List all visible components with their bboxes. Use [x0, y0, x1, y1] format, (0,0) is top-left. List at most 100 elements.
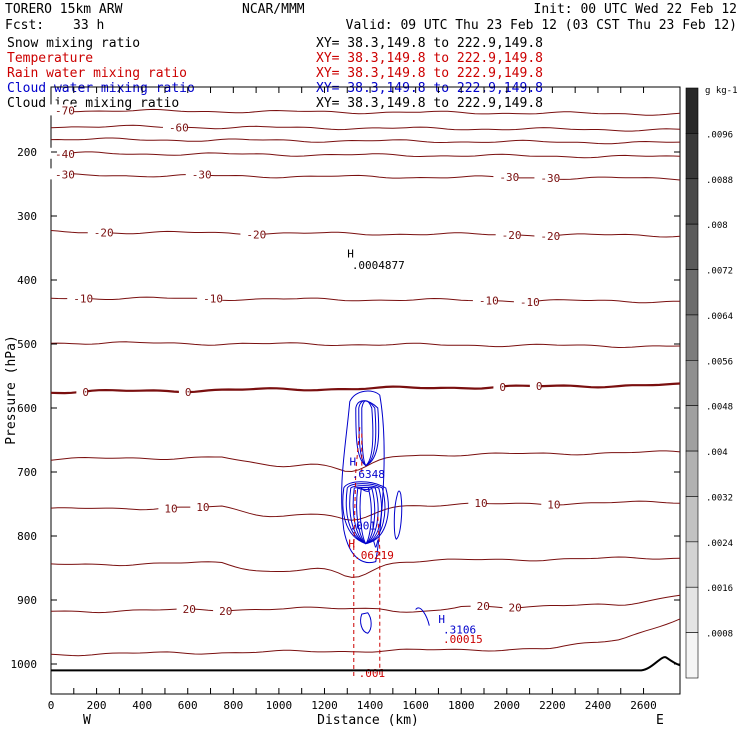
field-section-xy: XY= 38.3,149.8 to 222.9,149.8	[316, 81, 543, 96]
colorbar: .0096 .0088 .008 .0072 .0064 .0056 .0048 .004 .0…	[685, 87, 733, 679]
isotherm-line	[50, 230, 681, 238]
isotherm-label: -10	[73, 293, 93, 306]
rain-water-contour	[377, 516, 381, 677]
x-tick-label: 600	[178, 699, 198, 712]
cloud-water-contour	[356, 487, 376, 545]
isotherm-label: -20	[246, 228, 266, 241]
x-tick-label: 2600	[630, 699, 657, 712]
colorbar-label: .0072	[706, 267, 733, 277]
extremum-label: H	[438, 613, 445, 626]
colorbar-unit: g kg-1	[705, 86, 738, 96]
colorbar-label: .0088	[706, 176, 733, 186]
extremum-label: .0004877	[352, 259, 405, 272]
isotherm-line	[50, 137, 681, 145]
rain-water-contour	[353, 427, 361, 677]
axes: 0 200 400 600 800 1000 1200 1400 1600 1800 2000 220…	[11, 87, 680, 712]
temperature-isotherms: -70 -60 -40 -30 -30 -30 -30 -20 -20 -20 -20 -10 -10 -…	[49, 104, 681, 657]
colorbar-swatch	[685, 586, 699, 633]
x-tick-label: 1600	[402, 699, 429, 712]
isotherm-line	[50, 500, 681, 521]
isotherm-line	[50, 618, 681, 657]
field-section-xy: XY= 38.3,149.8 to 222.9,149.8	[316, 66, 543, 81]
x-axis-title: Distance (km)	[317, 713, 419, 728]
isotherm-label-bg	[468, 497, 487, 509]
colorbar-swatch	[685, 632, 699, 679]
isotherm-label-bg	[49, 168, 74, 180]
y-tick-label: 300	[17, 210, 37, 223]
cloud-water-contour	[349, 485, 382, 545]
east-label: E	[656, 713, 664, 728]
isotherm-label-bg	[513, 295, 539, 307]
extremum-label: .3106	[443, 623, 476, 636]
x-tick-label: 0	[48, 699, 55, 712]
isotherm-label: -10	[203, 292, 223, 305]
isotherm-label: 0	[185, 386, 192, 399]
y-tick-label: 600	[17, 402, 37, 415]
isotherm-label-bg	[541, 498, 560, 510]
isotherm-label: -30	[55, 168, 75, 181]
cloud-water-contour	[360, 612, 372, 634]
isotherm-label: 20	[183, 603, 196, 616]
extremum-label: .06219	[354, 549, 394, 562]
isotherm-label-bg	[49, 104, 74, 116]
field-section-xy: XY= 38.3,149.8 to 222.9,149.8	[316, 51, 543, 66]
field-name: Temperature	[7, 51, 93, 66]
extremum-label: H	[350, 456, 357, 469]
y-tick-label: 500	[17, 338, 37, 351]
isotherm-label: 0	[536, 380, 543, 393]
isotherm-line	[50, 341, 681, 349]
isotherm-label: -10	[520, 296, 540, 309]
cloud-water-contour	[415, 607, 430, 626]
field-section-xy: XY= 38.3,149.8 to 222.9,149.8	[316, 96, 543, 111]
isotherm-label-bg	[185, 168, 211, 180]
isotherm-label-bg	[470, 600, 489, 612]
field-legend: Snow mixing ratio XY= 38.3,149.8 to 222.9…	[7, 36, 543, 111]
forecast-hour: 33 h	[73, 18, 104, 33]
cloud-water-contour	[352, 487, 379, 545]
isotherm-line	[50, 556, 681, 578]
isotherm-line	[50, 296, 680, 304]
cloud-water-contour	[393, 490, 403, 540]
isotherm-label-bg	[162, 121, 188, 133]
forecast-label: Fcst:	[5, 18, 44, 33]
isotherm-line	[50, 124, 681, 132]
isotherm-label: -30	[499, 171, 519, 184]
isotherm-label: 10	[196, 501, 209, 514]
colorbar-label: .0064	[706, 312, 733, 322]
isotherm-label-bg	[190, 501, 209, 513]
x-tick-label: 1400	[357, 699, 384, 712]
colorbar-swatch	[685, 269, 699, 316]
isotherm-label: 20	[477, 600, 490, 613]
extremum-label: .6348	[352, 468, 385, 481]
cloud-water-contour	[342, 481, 389, 545]
valid-time: Valid: 09 UTC Thu 23 Feb 12 (03 CST Thu …	[346, 18, 737, 33]
extremum-label: .001	[350, 520, 377, 533]
x-tick-label: 1200	[311, 699, 338, 712]
isotherm-line	[50, 108, 681, 116]
header: TORERO 15km ARW NCAR/MMM Init: 00 UTC We…	[5, 2, 737, 33]
colorbar-swatch	[685, 405, 699, 452]
isotherm-label-bg	[87, 226, 113, 238]
isotherm-label: 20	[219, 605, 232, 618]
isotherm-label-bg	[502, 601, 521, 613]
isotherm-label: 0	[499, 381, 506, 394]
isotherm-label-bg	[240, 228, 266, 240]
isotherm-label-bg	[529, 379, 541, 391]
isotherm-label: -30	[192, 169, 212, 182]
isotherm-label: 0	[82, 386, 89, 399]
cloud-water-contour	[345, 483, 386, 545]
x-tick-label: 200	[87, 699, 107, 712]
isotherm-label-bg	[197, 292, 223, 304]
y-axis-title: Pressure (hPa)	[4, 335, 19, 445]
colorbar-label: .0032	[706, 493, 733, 503]
isotherm-label-bg	[472, 294, 498, 306]
isotherm-label-bg	[49, 147, 74, 159]
colorbar-swatch	[685, 360, 699, 406]
colorbar-label: .0008	[706, 630, 733, 640]
isotherm-label-bg	[493, 381, 505, 393]
isotherm-line	[50, 594, 681, 614]
x-tick-label: 1000	[266, 699, 293, 712]
org-label: NCAR/MMM	[242, 2, 305, 17]
